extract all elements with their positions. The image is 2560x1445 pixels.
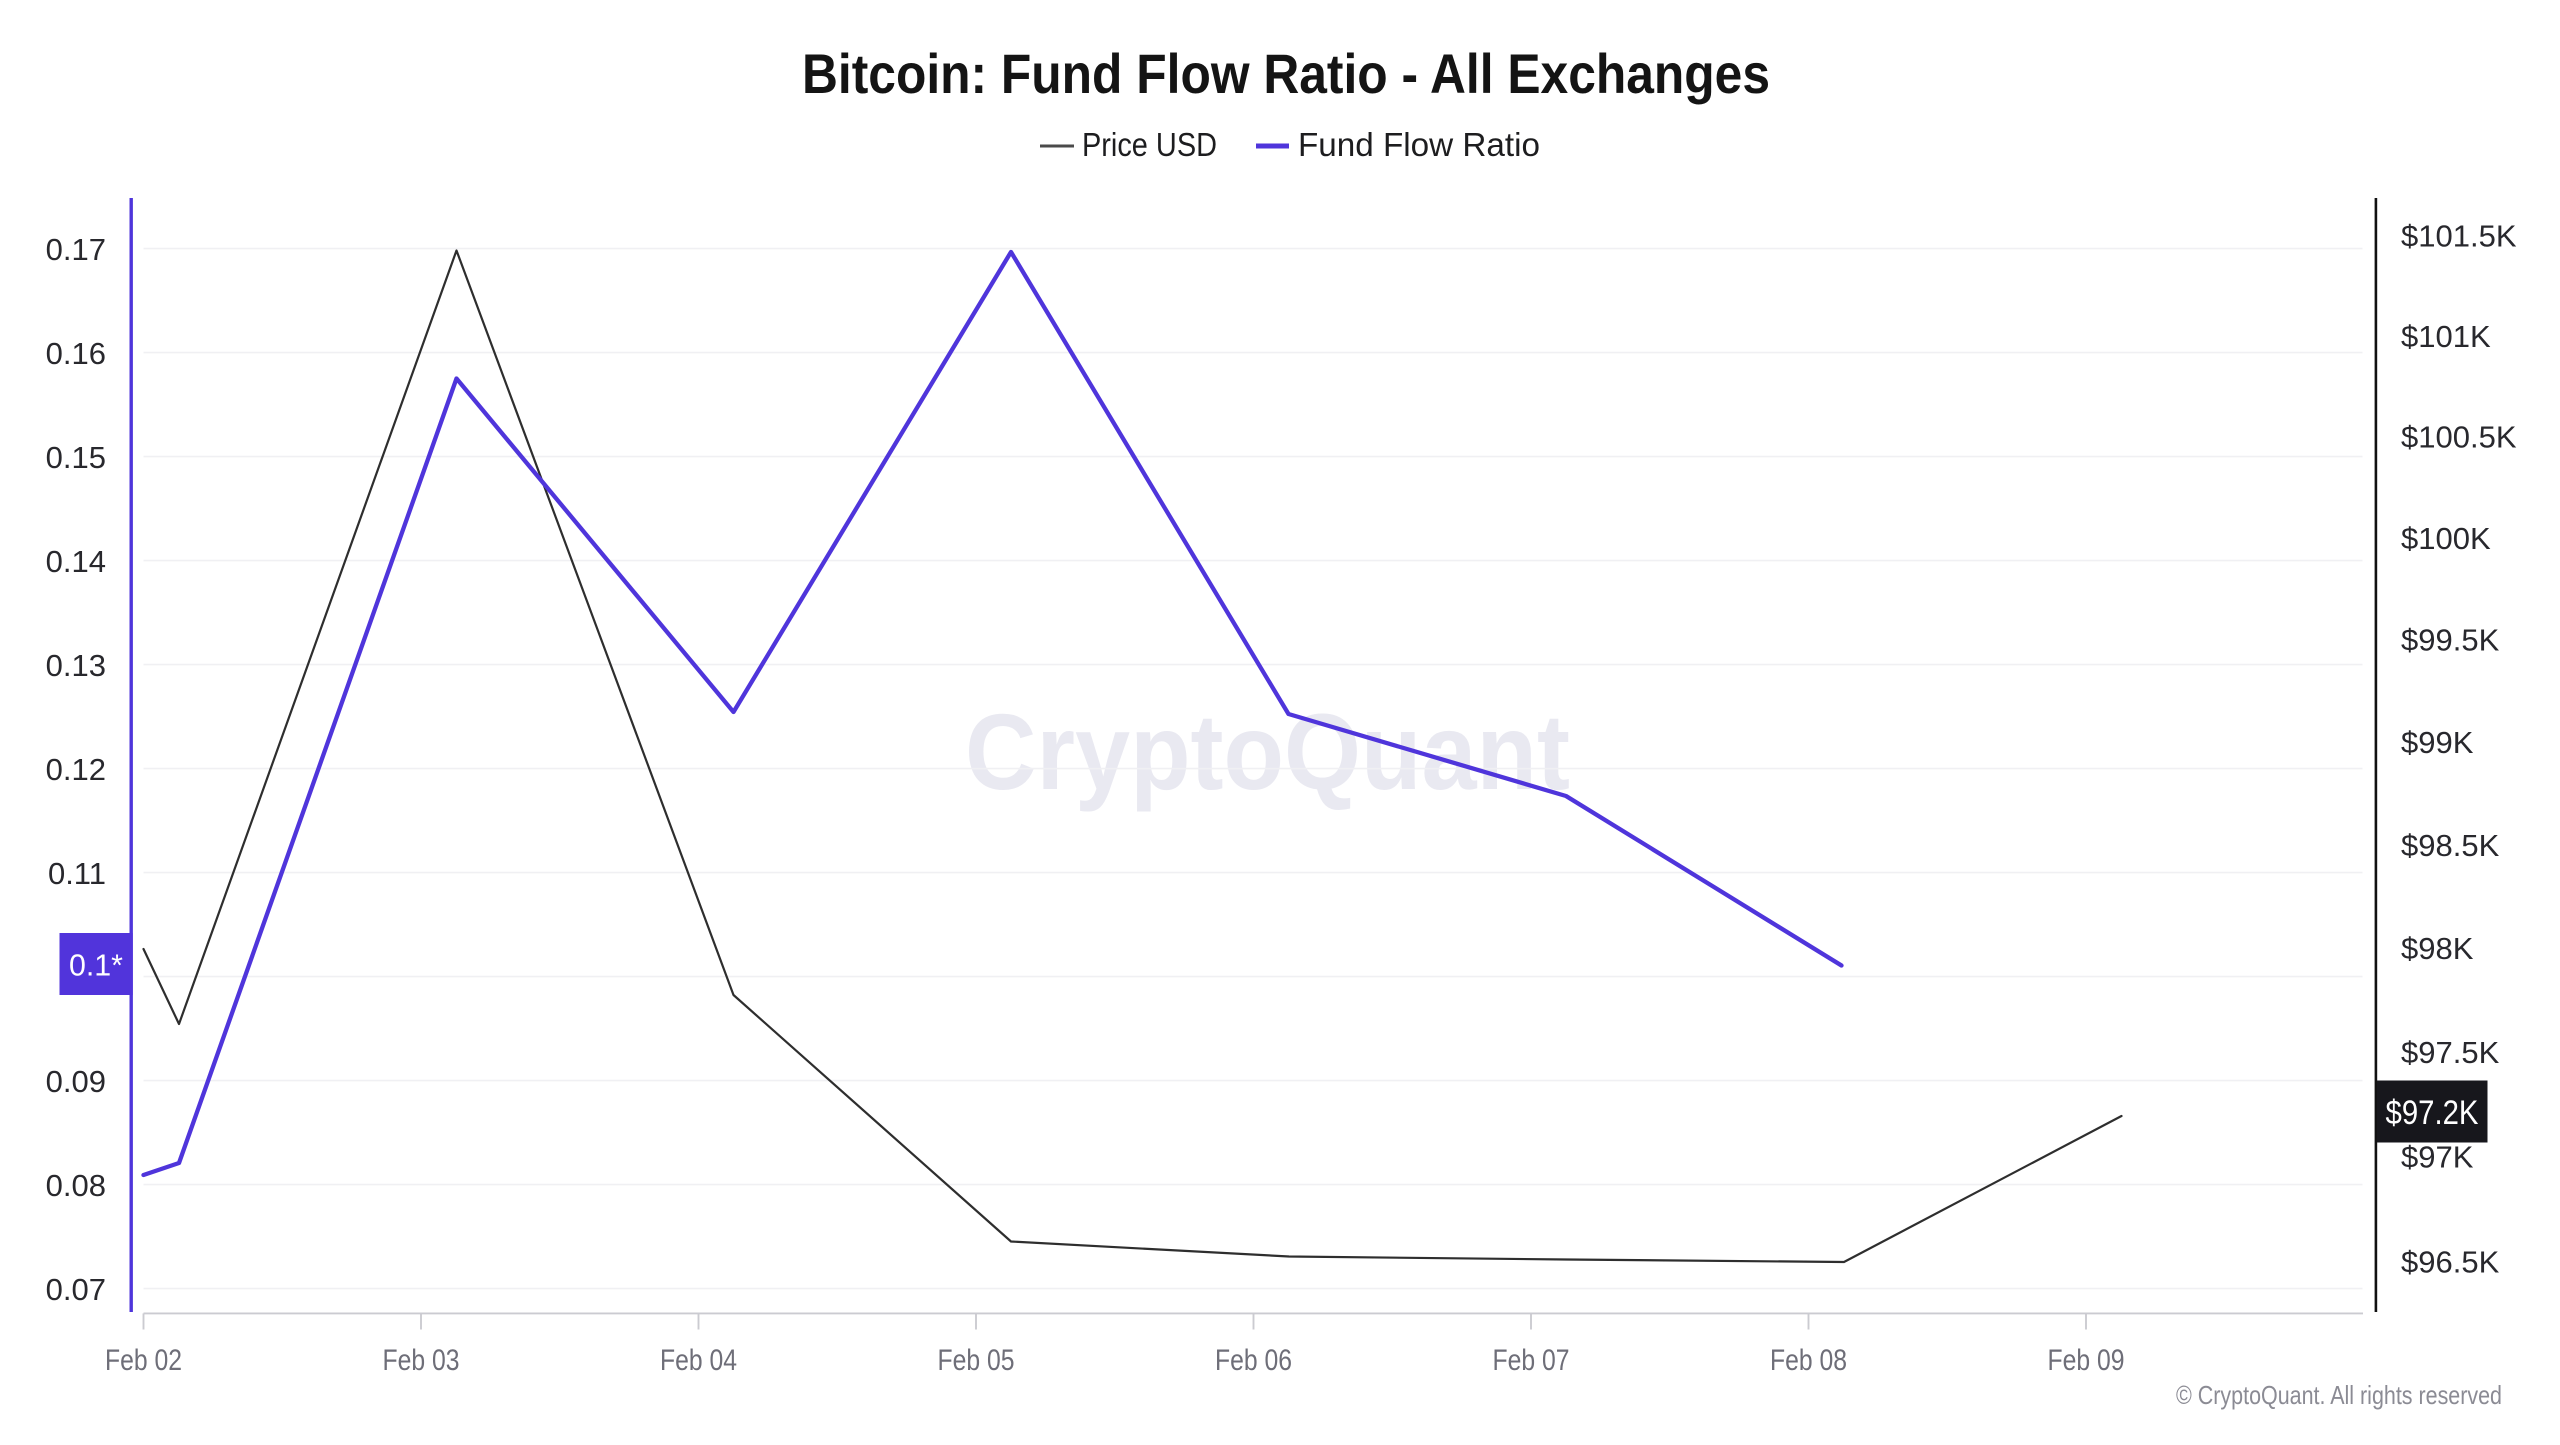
svg-text:0.08: 0.08 <box>46 1168 106 1203</box>
svg-text:$97.5K: $97.5K <box>2401 1035 2500 1070</box>
svg-text:$101K: $101K <box>2401 319 2491 354</box>
svg-text:Feb 05: Feb 05 <box>938 1344 1015 1377</box>
svg-text:Bitcoin: Fund Flow Ratio - All: Bitcoin: Fund Flow Ratio - All Exchanges <box>802 42 1770 105</box>
svg-text:Feb 06: Feb 06 <box>1215 1344 1292 1377</box>
svg-text:CryptoQuant: CryptoQuant <box>965 691 1570 812</box>
svg-text:$98K: $98K <box>2401 931 2474 966</box>
svg-text:$99K: $99K <box>2401 725 2474 760</box>
svg-text:0.16: 0.16 <box>46 336 106 371</box>
svg-text:0.14: 0.14 <box>46 544 106 579</box>
svg-text:Feb 07: Feb 07 <box>1493 1344 1570 1377</box>
svg-text:Feb 02: Feb 02 <box>105 1344 182 1377</box>
svg-text:0.13: 0.13 <box>46 648 106 683</box>
svg-text:0.07: 0.07 <box>46 1272 106 1307</box>
svg-text:0.12: 0.12 <box>46 752 106 787</box>
svg-text:0.15: 0.15 <box>46 440 106 475</box>
svg-text:$97.2K: $97.2K <box>2386 1094 2479 1132</box>
svg-text:$99.5K: $99.5K <box>2401 623 2500 658</box>
svg-text:Feb 09: Feb 09 <box>2048 1344 2125 1377</box>
svg-text:$100K: $100K <box>2401 521 2491 556</box>
svg-text:Feb 08: Feb 08 <box>1770 1344 1847 1377</box>
svg-text:$96.5K: $96.5K <box>2401 1244 2500 1279</box>
svg-text:0.09: 0.09 <box>46 1064 106 1099</box>
svg-text:0.1*: 0.1* <box>69 947 123 982</box>
svg-text:$98.5K: $98.5K <box>2401 828 2500 863</box>
svg-text:$101.5K: $101.5K <box>2401 219 2517 254</box>
svg-text:Feb 03: Feb 03 <box>383 1344 460 1377</box>
svg-text:Price USD: Price USD <box>1082 126 1217 163</box>
svg-text:0.11: 0.11 <box>48 856 106 891</box>
svg-text:Feb 04: Feb 04 <box>660 1344 737 1377</box>
svg-text:$100.5K: $100.5K <box>2401 420 2517 455</box>
svg-text:Fund Flow Ratio: Fund Flow Ratio <box>1298 126 1540 163</box>
svg-text:$97K: $97K <box>2401 1139 2474 1174</box>
svg-text:0.17: 0.17 <box>46 232 106 267</box>
svg-text:© CryptoQuant. All rights rese: © CryptoQuant. All rights reserved <box>2176 1380 2502 1410</box>
